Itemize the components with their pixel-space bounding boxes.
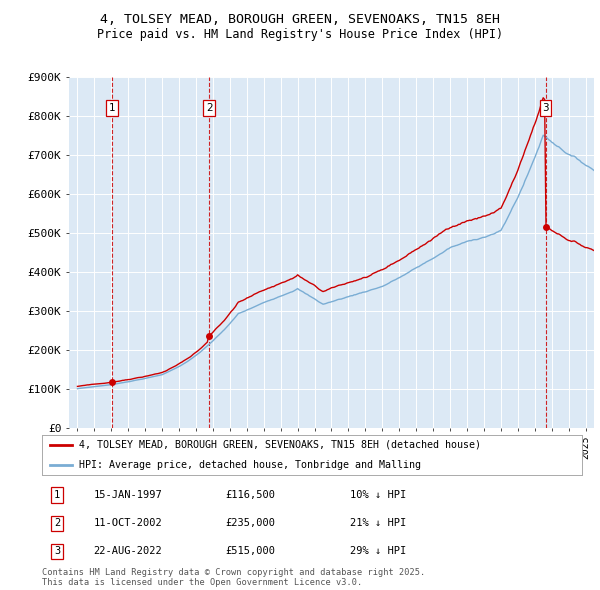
Text: 15-JAN-1997: 15-JAN-1997 [94, 490, 162, 500]
Text: 4, TOLSEY MEAD, BOROUGH GREEN, SEVENOAKS, TN15 8EH: 4, TOLSEY MEAD, BOROUGH GREEN, SEVENOAKS… [100, 13, 500, 26]
Text: 11-OCT-2002: 11-OCT-2002 [94, 518, 162, 528]
Text: £235,000: £235,000 [226, 518, 275, 528]
Text: 2: 2 [206, 103, 212, 113]
Text: 1: 1 [109, 103, 115, 113]
Text: 29% ↓ HPI: 29% ↓ HPI [350, 546, 406, 556]
Text: 22-AUG-2022: 22-AUG-2022 [94, 546, 162, 556]
Text: £515,000: £515,000 [226, 546, 275, 556]
Text: £116,500: £116,500 [226, 490, 275, 500]
Text: 3: 3 [54, 546, 60, 556]
Text: 21% ↓ HPI: 21% ↓ HPI [350, 518, 406, 528]
Text: Contains HM Land Registry data © Crown copyright and database right 2025.
This d: Contains HM Land Registry data © Crown c… [42, 568, 425, 587]
Text: 10% ↓ HPI: 10% ↓ HPI [350, 490, 406, 500]
Text: 4, TOLSEY MEAD, BOROUGH GREEN, SEVENOAKS, TN15 8EH (detached house): 4, TOLSEY MEAD, BOROUGH GREEN, SEVENOAKS… [79, 440, 481, 450]
Text: HPI: Average price, detached house, Tonbridge and Malling: HPI: Average price, detached house, Tonb… [79, 460, 421, 470]
Text: 3: 3 [542, 103, 549, 113]
Text: 2: 2 [54, 518, 60, 528]
Text: 1: 1 [54, 490, 60, 500]
Text: Price paid vs. HM Land Registry's House Price Index (HPI): Price paid vs. HM Land Registry's House … [97, 28, 503, 41]
